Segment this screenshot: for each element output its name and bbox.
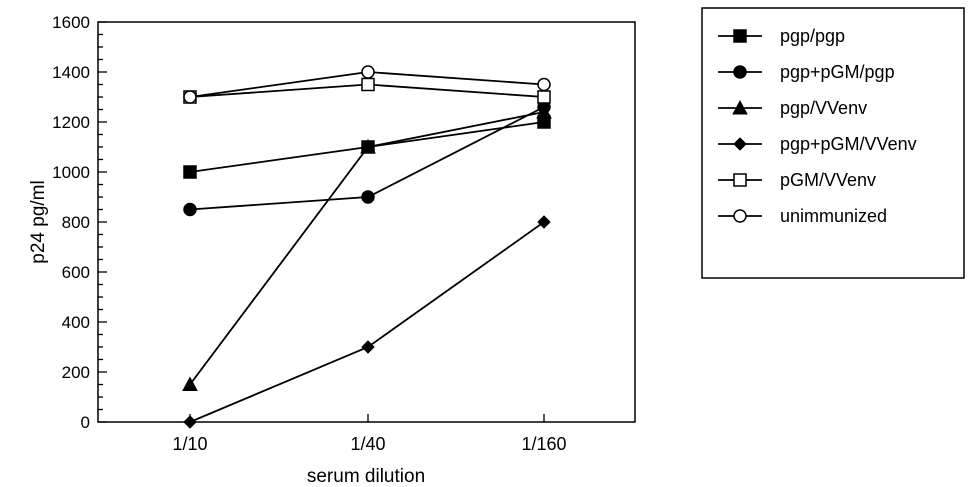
series-pgp-pgm-pgp	[183, 100, 551, 217]
data-point	[536, 103, 552, 119]
legend-label: unimmunized	[780, 206, 887, 226]
series-pgp-pgm-vvenv	[183, 215, 551, 429]
legend-marker	[733, 173, 747, 187]
legend-label: pgp/pgp	[780, 26, 845, 46]
y-tick-label: 0	[81, 413, 90, 432]
legend-label: pgp+pGM/pgp	[780, 62, 895, 82]
y-tick-label: 800	[62, 213, 90, 232]
series-line	[189, 221, 545, 423]
legend-marker	[733, 137, 747, 151]
legend-label: pgp/VVenv	[780, 98, 867, 118]
data-point	[183, 90, 197, 104]
legend-marker	[733, 65, 747, 79]
legend-marker	[733, 29, 747, 43]
legend-box	[701, 7, 965, 279]
legend-entry: unimmunized	[718, 206, 887, 226]
y-tick-label: 400	[62, 313, 90, 332]
legend-entry: pgp/VVenv	[718, 98, 867, 118]
legend-marker	[732, 99, 748, 115]
data-point	[537, 215, 551, 229]
legend-label: pgp+pGM/VVenv	[780, 134, 917, 154]
series-unimmunized	[183, 65, 551, 104]
data-point	[182, 376, 198, 391]
x-tick-label: 1/40	[350, 434, 385, 454]
x-tick-label: 1/160	[521, 434, 566, 454]
data-point	[361, 340, 375, 354]
x-tick-label: 1/10	[172, 434, 207, 454]
data-point	[360, 138, 376, 154]
y-tick-label: 1600	[52, 13, 90, 32]
y-axis-label: p24 pg/ml	[28, 180, 49, 263]
legend-entry: pGM/VVenv	[718, 170, 876, 190]
y-tick-label: 200	[62, 363, 90, 382]
x-axis-label: serum dilution	[307, 466, 425, 487]
y-tick-label: 1000	[52, 163, 90, 182]
legend-marker	[733, 209, 747, 223]
y-tick-label: 600	[62, 263, 90, 282]
legend: pgp/pgp pgp+pGM/pgp pgp/VVenv pgp+pGM/VVenv…	[701, 7, 965, 279]
y-axis: 0 200 400 600 800 1000 1200 1400 1600	[52, 13, 107, 432]
y-tick-label: 1200	[52, 113, 90, 132]
legend-entry: pgp/pgp	[718, 26, 845, 46]
data-point	[183, 202, 197, 217]
data-point	[183, 165, 197, 179]
series-layer	[182, 65, 552, 429]
y-tick-label: 1400	[52, 63, 90, 82]
series-pgp-vvenv	[182, 103, 552, 391]
legend-entry: pgp+pGM/pgp	[718, 62, 895, 82]
data-point	[361, 65, 375, 79]
legend-label: pGM/VVenv	[780, 170, 876, 190]
data-point	[537, 90, 551, 104]
x-axis: 1/10 1/40 1/160	[172, 414, 567, 454]
data-point	[361, 77, 375, 92]
legend-entry: pgp+pGM/VVenv	[718, 134, 917, 154]
data-point	[537, 77, 551, 92]
data-point	[183, 415, 197, 429]
data-point	[361, 190, 375, 204]
